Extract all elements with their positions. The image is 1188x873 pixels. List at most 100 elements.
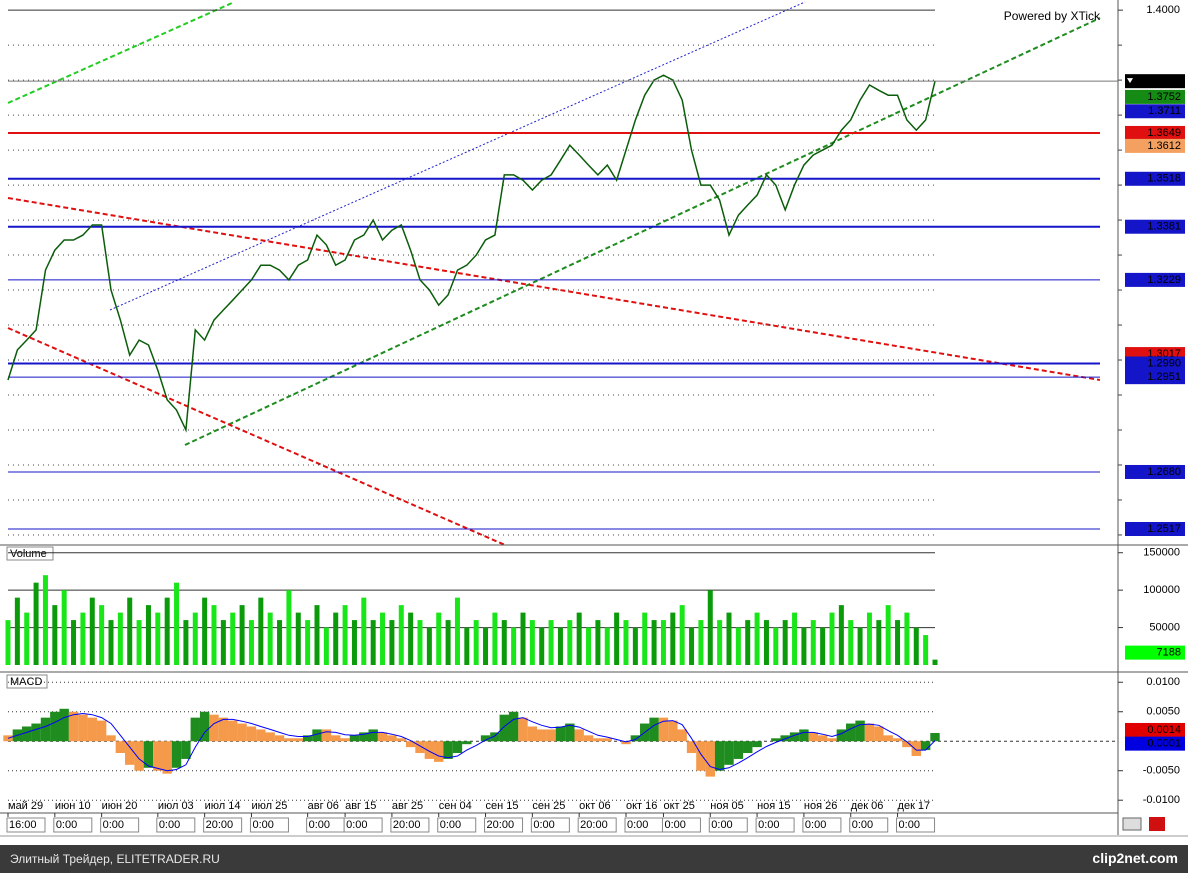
macd-bar bbox=[302, 735, 313, 742]
time-box bbox=[156, 817, 196, 833]
x-time-label: 0:00 bbox=[711, 819, 732, 831]
macd-bar bbox=[293, 738, 303, 742]
volume-bar bbox=[277, 620, 283, 665]
volume-bar bbox=[155, 612, 161, 665]
time-box bbox=[849, 817, 889, 833]
macd-bar bbox=[696, 741, 706, 771]
value-box bbox=[1125, 464, 1185, 479]
value-box bbox=[1125, 736, 1185, 751]
macd-bar bbox=[153, 741, 163, 771]
macd-bar bbox=[387, 735, 397, 742]
x-tick-label: авг 15 bbox=[345, 800, 376, 812]
y-tick-label: 0.0050 bbox=[1146, 706, 1180, 718]
x-time-label: 0:00 bbox=[346, 819, 367, 831]
icon-button[interactable] bbox=[1122, 817, 1142, 831]
macd-bar bbox=[733, 741, 744, 759]
time-box bbox=[708, 817, 748, 833]
x-tick-label: июн 20 bbox=[102, 800, 138, 812]
watermark: Powered by XTick bbox=[1004, 9, 1101, 23]
macd-bar bbox=[574, 729, 584, 742]
trend-line bbox=[7, 197, 1101, 381]
volume-bar bbox=[501, 620, 507, 665]
volume-bar bbox=[230, 612, 236, 665]
macd-bar bbox=[677, 729, 687, 742]
chart: Powered by XTick Volume MACD 1.4000 1.375… bbox=[0, 0, 1188, 837]
volume-bar bbox=[136, 620, 142, 665]
value-label: 1.3711 bbox=[1148, 105, 1181, 117]
macd-bar bbox=[40, 717, 51, 742]
x-tick-label: дек 06 bbox=[851, 800, 884, 812]
value-label: 1.3381 bbox=[1147, 221, 1181, 233]
value-box bbox=[1125, 356, 1185, 371]
value-label: 0.0001 bbox=[1147, 738, 1181, 750]
value-box bbox=[1125, 722, 1185, 737]
macd-bar bbox=[714, 741, 725, 771]
volume-bar bbox=[42, 575, 48, 665]
macd-bar bbox=[312, 729, 322, 742]
volume-bar bbox=[454, 597, 460, 665]
volume-bar bbox=[773, 627, 779, 665]
macd-bar bbox=[546, 729, 556, 742]
footer-right: clip2net.com bbox=[1092, 850, 1178, 866]
macd-bar bbox=[331, 735, 341, 742]
volume-bar bbox=[211, 605, 217, 665]
volume-bar bbox=[183, 620, 189, 665]
macd-bar bbox=[246, 726, 257, 742]
value-label: 7188 bbox=[1157, 647, 1181, 659]
volume-bar bbox=[333, 612, 339, 665]
x-time-label: 0:00 bbox=[103, 819, 124, 831]
volume-bar bbox=[735, 627, 741, 665]
volume-bar bbox=[99, 605, 105, 665]
volume-bar bbox=[698, 620, 704, 665]
x-time-label: 0:00 bbox=[252, 819, 273, 831]
macd-bar bbox=[115, 741, 126, 754]
volume-bar bbox=[464, 627, 470, 665]
macd-bar bbox=[930, 732, 940, 742]
volume-bar bbox=[539, 627, 545, 665]
volume-bar bbox=[380, 612, 386, 665]
volume-bar bbox=[52, 605, 58, 665]
panel-title: MACD bbox=[10, 676, 42, 688]
value-label: 0.0014 bbox=[1147, 724, 1181, 736]
macd-bar bbox=[265, 732, 275, 742]
macd-bar bbox=[883, 735, 893, 742]
volume-bar bbox=[445, 620, 451, 665]
macd-bar bbox=[218, 717, 229, 742]
volume-bar bbox=[473, 620, 479, 665]
panel-label-box bbox=[6, 546, 54, 561]
x-time-label: 20:00 bbox=[487, 819, 515, 831]
macd-bar bbox=[237, 723, 247, 742]
x-tick-label: июн 10 bbox=[55, 800, 91, 812]
value-box bbox=[1125, 645, 1185, 660]
macd-bar bbox=[752, 741, 762, 748]
volume-bar bbox=[511, 627, 517, 665]
macd-bar bbox=[434, 741, 444, 762]
macd-bar bbox=[162, 741, 172, 774]
macd-bar bbox=[415, 741, 425, 754]
value-box bbox=[1125, 125, 1185, 140]
volume-bar bbox=[866, 612, 872, 665]
x-time-label: 0:00 bbox=[159, 819, 180, 831]
macd-bar bbox=[537, 729, 547, 742]
volume-bar bbox=[164, 597, 170, 665]
value-box bbox=[1125, 138, 1185, 153]
macd-bar bbox=[462, 741, 472, 745]
macd-bar bbox=[31, 723, 41, 742]
macd-bar bbox=[817, 735, 828, 742]
x-time-label: 0:00 bbox=[309, 819, 330, 831]
volume-bar bbox=[220, 620, 226, 665]
macd-bar bbox=[424, 741, 435, 759]
value-label: 1.3612 bbox=[1147, 140, 1181, 152]
x-time-label: 0:00 bbox=[852, 819, 873, 831]
time-box bbox=[755, 817, 795, 833]
macd-bar bbox=[593, 738, 603, 742]
macd-bar bbox=[106, 735, 116, 742]
value-box bbox=[1125, 171, 1185, 186]
macd-bar bbox=[199, 711, 210, 742]
volume-bar bbox=[80, 612, 86, 665]
icon-button[interactable] bbox=[1149, 817, 1165, 831]
volume-bar bbox=[258, 597, 264, 665]
volume-bar bbox=[492, 612, 498, 665]
time-box bbox=[390, 817, 430, 833]
volume-bar bbox=[145, 605, 151, 665]
